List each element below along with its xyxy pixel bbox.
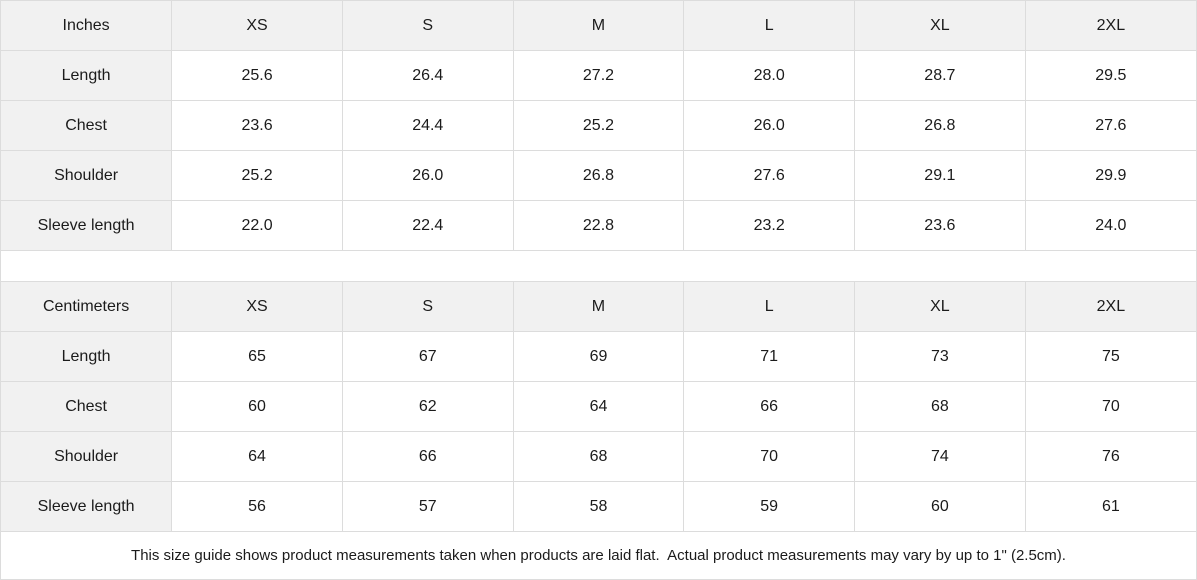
measurement-value-cell: 70 bbox=[683, 431, 856, 482]
measurement-value-cell: 27.6 bbox=[1024, 100, 1196, 151]
measurement-value-cell: 56 bbox=[171, 481, 343, 532]
measurement-label-cell: Chest bbox=[1, 381, 173, 432]
table-row: Sleeve length 56 57 58 59 60 61 bbox=[1, 481, 1196, 532]
measurement-value-cell: 76 bbox=[1024, 431, 1196, 482]
measurement-value-cell: 64 bbox=[171, 431, 343, 482]
measurement-value-cell: 68 bbox=[854, 381, 1026, 432]
measurement-value-cell: 69 bbox=[512, 331, 685, 382]
table-row: Chest 60 62 64 66 68 70 bbox=[1, 381, 1196, 432]
table-row: Length 25.6 26.4 27.2 28.0 28.7 29.5 bbox=[1, 50, 1196, 101]
measurement-label-cell: Sleeve length bbox=[1, 200, 173, 251]
measurement-value-cell: 26.8 bbox=[854, 100, 1026, 151]
measurement-value-cell: 26.4 bbox=[341, 50, 514, 101]
unit-label-cell: Inches bbox=[1, 1, 173, 51]
measurement-value-cell: 60 bbox=[171, 381, 343, 432]
measurement-value-cell: 23.6 bbox=[854, 200, 1026, 251]
table-row: Length 65 67 69 71 73 75 bbox=[1, 331, 1196, 382]
measurement-value-cell: 58 bbox=[512, 481, 685, 532]
measurement-value-cell: 73 bbox=[854, 331, 1026, 382]
measurement-value-cell: 75 bbox=[1024, 331, 1196, 382]
measurement-value-cell: 22.4 bbox=[341, 200, 514, 251]
measurement-value-cell: 29.5 bbox=[1024, 50, 1196, 101]
measurement-value-cell: 57 bbox=[341, 481, 514, 532]
measurement-value-cell: 71 bbox=[683, 331, 856, 382]
measurement-value-cell: 66 bbox=[683, 381, 856, 432]
size-column-header: XS bbox=[171, 281, 343, 332]
measurement-value-cell: 28.0 bbox=[683, 50, 856, 101]
measurement-value-cell: 26.0 bbox=[341, 150, 514, 201]
measurement-value-cell: 22.8 bbox=[512, 200, 685, 251]
measurement-label-cell: Length bbox=[1, 50, 173, 101]
measurement-label-cell: Shoulder bbox=[1, 431, 173, 482]
size-table-centimeters: Centimeters XS S M L XL 2XL Length 65 67 69 71 73 75 C… bbox=[1, 281, 1196, 532]
measurement-value-cell: 61 bbox=[1024, 481, 1196, 532]
measurement-value-cell: 28.7 bbox=[854, 50, 1026, 101]
measurement-value-cell: 25.2 bbox=[171, 150, 343, 201]
measurement-value-cell: 29.9 bbox=[1024, 150, 1196, 201]
measurement-value-cell: 25.2 bbox=[512, 100, 685, 151]
unit-label-cell: Centimeters bbox=[1, 281, 173, 332]
table-row: Shoulder 25.2 26.0 26.8 27.6 29.1 29.9 bbox=[1, 150, 1196, 201]
measurement-value-cell: 64 bbox=[512, 381, 685, 432]
measurement-value-cell: 27.6 bbox=[683, 150, 856, 201]
size-column-header: M bbox=[512, 1, 685, 51]
size-column-header: XL bbox=[854, 1, 1026, 51]
measurement-label-cell: Length bbox=[1, 331, 173, 382]
measurement-value-cell: 62 bbox=[341, 381, 514, 432]
measurement-value-cell: 22.0 bbox=[171, 200, 343, 251]
measurement-value-cell: 66 bbox=[341, 431, 514, 482]
measurement-value-cell: 25.6 bbox=[171, 50, 343, 101]
measurement-value-cell: 59 bbox=[683, 481, 856, 532]
size-column-header: L bbox=[683, 281, 856, 332]
size-column-header: S bbox=[341, 281, 514, 332]
measurement-value-cell: 29.1 bbox=[854, 150, 1026, 201]
measurement-value-cell: 70 bbox=[1024, 381, 1196, 432]
size-table-inches: Inches XS S M L XL 2XL Length 25.6 26.4 27.2 28.0 28… bbox=[1, 1, 1196, 251]
measurement-value-cell: 26.0 bbox=[683, 100, 856, 151]
measurement-label-cell: Chest bbox=[1, 100, 173, 151]
measurement-value-cell: 24.0 bbox=[1024, 200, 1196, 251]
size-column-header: 2XL bbox=[1024, 281, 1196, 332]
measurement-value-cell: 60 bbox=[854, 481, 1026, 532]
measurement-value-cell: 65 bbox=[171, 331, 343, 382]
measurement-value-cell: 27.2 bbox=[512, 50, 685, 101]
table-row: Sleeve length 22.0 22.4 22.8 23.2 23.6 24.0 bbox=[1, 200, 1196, 251]
size-column-header: XL bbox=[854, 281, 1026, 332]
table-header-row: Inches XS S M L XL 2XL bbox=[1, 1, 1196, 51]
size-column-header: 2XL bbox=[1024, 1, 1196, 51]
table-row: Chest 23.6 24.4 25.2 26.0 26.8 27.6 bbox=[1, 100, 1196, 151]
size-column-header: M bbox=[512, 281, 685, 332]
measurement-value-cell: 23.2 bbox=[683, 200, 856, 251]
measurement-value-cell: 24.4 bbox=[341, 100, 514, 151]
table-header-row: Centimeters XS S M L XL 2XL bbox=[1, 281, 1196, 332]
size-column-header: L bbox=[683, 1, 856, 51]
table-spacer bbox=[1, 251, 1196, 281]
size-guide-footnote: This size guide shows product measuremen… bbox=[1, 532, 1196, 579]
measurement-value-cell: 67 bbox=[341, 331, 514, 382]
measurement-label-cell: Shoulder bbox=[1, 150, 173, 201]
measurement-label-cell: Sleeve length bbox=[1, 481, 173, 532]
measurement-value-cell: 68 bbox=[512, 431, 685, 482]
measurement-value-cell: 26.8 bbox=[512, 150, 685, 201]
table-row: Shoulder 64 66 68 70 74 76 bbox=[1, 431, 1196, 482]
measurement-value-cell: 23.6 bbox=[171, 100, 343, 151]
measurement-value-cell: 74 bbox=[854, 431, 1026, 482]
size-column-header: S bbox=[341, 1, 514, 51]
size-column-header: XS bbox=[171, 1, 343, 51]
